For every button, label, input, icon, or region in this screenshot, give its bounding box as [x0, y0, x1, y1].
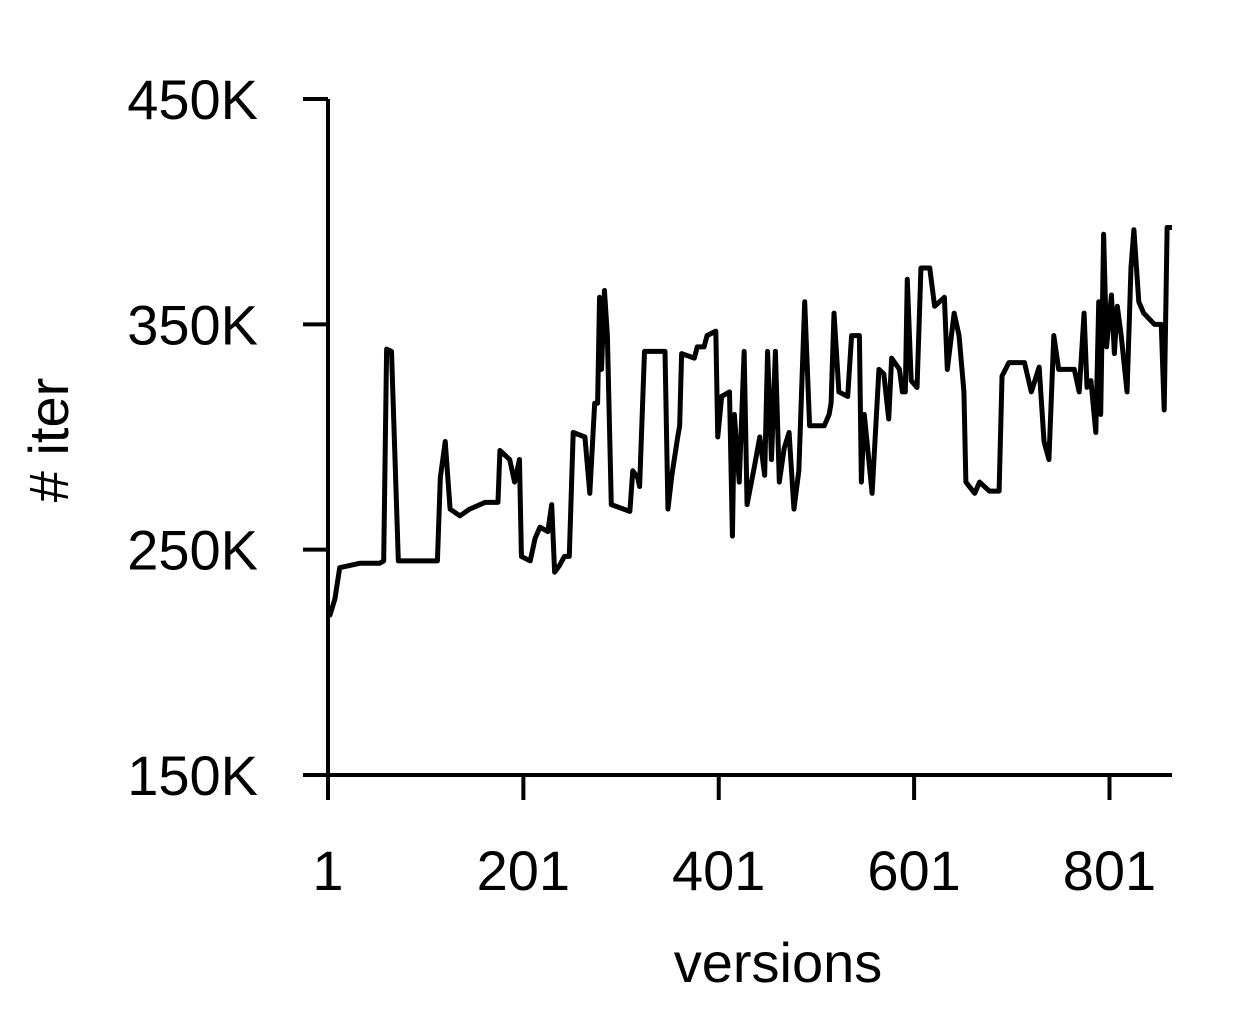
x-tick-label: 601 [867, 839, 960, 902]
data-line [327, 224, 1172, 618]
x-tick-label: 401 [672, 839, 765, 902]
x-tick-label: 801 [1063, 839, 1156, 902]
y-tick-label: 450K [127, 68, 258, 131]
y-tick-label: 350K [127, 293, 258, 356]
y-tick-label: 150K [127, 744, 258, 807]
x-tick-label: 201 [477, 839, 570, 902]
y-tick-label: 250K [127, 519, 258, 582]
x-tick-label: 1 [312, 839, 343, 902]
x-axis-label: versions [674, 931, 883, 994]
y-axis-label: # iter [17, 378, 80, 503]
